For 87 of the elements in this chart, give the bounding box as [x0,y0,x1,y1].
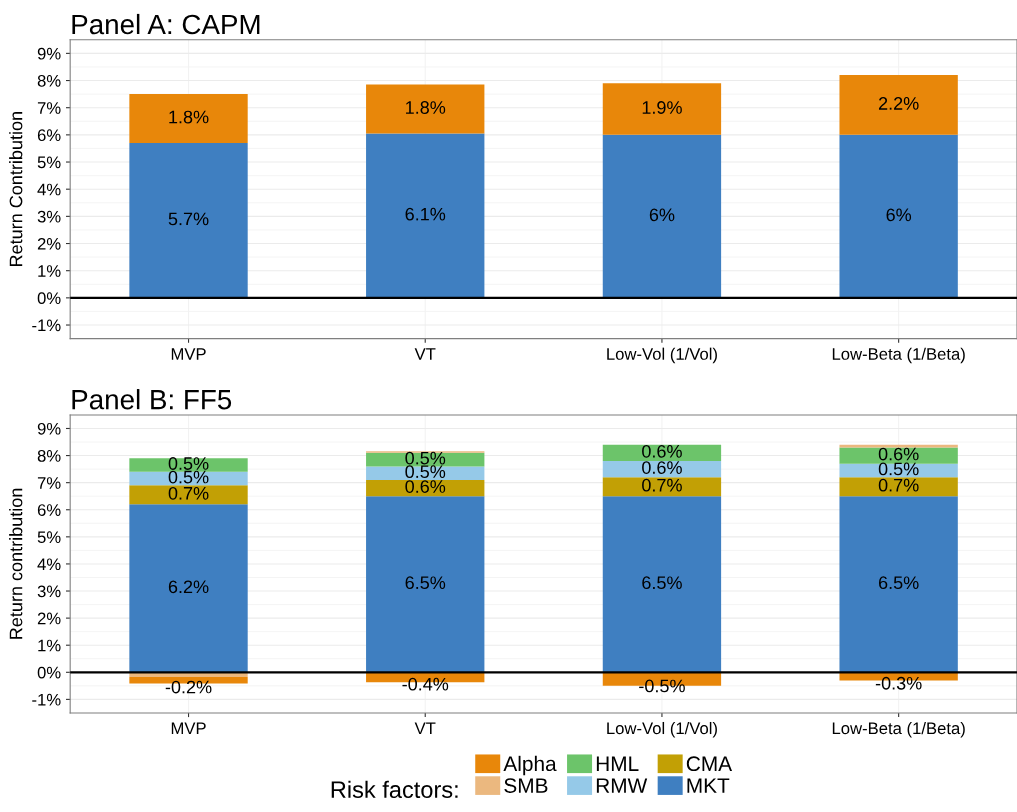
legend-label: SMB [504,778,548,793]
y-tick-label: 3% [37,210,61,223]
data-label: 6.2% [168,580,209,594]
data-label: 6.5% [405,576,446,590]
data-label: 6.5% [878,576,919,590]
bar [366,466,485,480]
legend-title: Risk factors: [331,780,458,799]
y-axis-title: Return Contribution [9,112,23,266]
y-tick-label: 1% [38,639,61,652]
bar [602,477,722,497]
x-tick-label: MVP [171,348,206,360]
x-tick-label: Low-Vol (1/Vol) [607,347,717,364]
x-tick-label: VT [414,722,436,735]
bar [366,84,485,134]
y-tick-label: 5% [37,531,61,544]
bar [129,143,248,298]
bar [602,83,722,135]
data-label: 1.8% [406,101,446,114]
chart-title: Panel A: CAPM [72,13,260,35]
y-tick-label: 3% [37,585,61,598]
data-label: -0.3% [875,676,922,690]
data-label: 0.5% [405,465,446,479]
data-label: 0.6% [642,444,682,458]
y-tick-label: 8% [37,449,61,462]
data-label: 0.7% [878,478,919,492]
bar [129,94,248,144]
bar [366,479,485,497]
x-tick-label: Low-Vol (1/Vol) [607,721,717,738]
bar [602,444,722,461]
data-label: 5.7% [168,212,209,226]
bar [602,134,722,298]
data-label: 0.6% [642,461,682,474]
bar [129,504,248,673]
legend-label: RMW [596,778,648,793]
legend-label: Alpha [503,755,557,776]
bar [602,460,722,478]
x-tick-label: Low-Beta (1/Beta) [832,347,965,364]
data-label: 1.8% [169,110,209,124]
bar [839,134,958,298]
y-tick-label: 2% [37,237,61,250]
data-label: 0.6% [878,447,919,461]
bar [839,75,958,135]
bar [129,485,248,505]
data-label: 0.7% [168,486,209,500]
x-tick-label: Low-Beta (1/Beta) [832,721,965,738]
y-tick-label: 8% [37,74,61,87]
y-tick-label: 9% [37,422,61,435]
y-tick-label: 7% [37,102,61,114]
chart-title: Panel B: FF5 [72,389,232,410]
data-label: 0.5% [405,451,446,465]
bar [602,496,722,673]
data-label: 6.5% [642,576,682,590]
data-label: 0.6% [405,480,446,493]
bar [366,496,485,673]
y-axis-title: Return contribution [9,488,23,639]
data-label: 0.7% [642,478,682,492]
y-tick-label: 4% [37,558,61,571]
y-tick-label: 9% [37,47,61,60]
data-label: 6% [886,208,912,222]
data-label: 0.5% [168,457,209,470]
y-tick-label: 4% [37,183,61,196]
data-label: 2.2% [878,97,919,110]
y-tick-label: 7% [37,477,61,489]
y-tick-label: -1% [32,319,61,332]
data-label: 0.5% [878,462,919,476]
data-label: 1.9% [642,101,682,114]
legend-label: MKT [687,778,730,793]
bar [839,477,958,497]
x-tick-label: VT [414,348,436,360]
bar [839,496,958,673]
legend-label: CMA [686,756,733,772]
bar [839,447,958,464]
y-tick-label: 0% [37,292,61,305]
y-tick-label: 0% [37,666,61,679]
data-label: 0.5% [168,470,209,484]
y-tick-label: 5% [37,156,61,169]
data-label: -0.2% [165,680,212,694]
x-tick-label: MVP [171,722,206,735]
y-tick-label: 1% [38,265,61,277]
bar [366,133,485,298]
legend-label: HML [596,756,639,771]
y-tick-label: -1% [32,693,61,706]
y-tick-label: 6% [37,504,61,516]
y-tick-label: 2% [37,612,61,625]
y-tick-label: 6% [37,129,61,142]
data-label: 6% [649,208,675,222]
data-label: 6.1% [405,207,446,221]
